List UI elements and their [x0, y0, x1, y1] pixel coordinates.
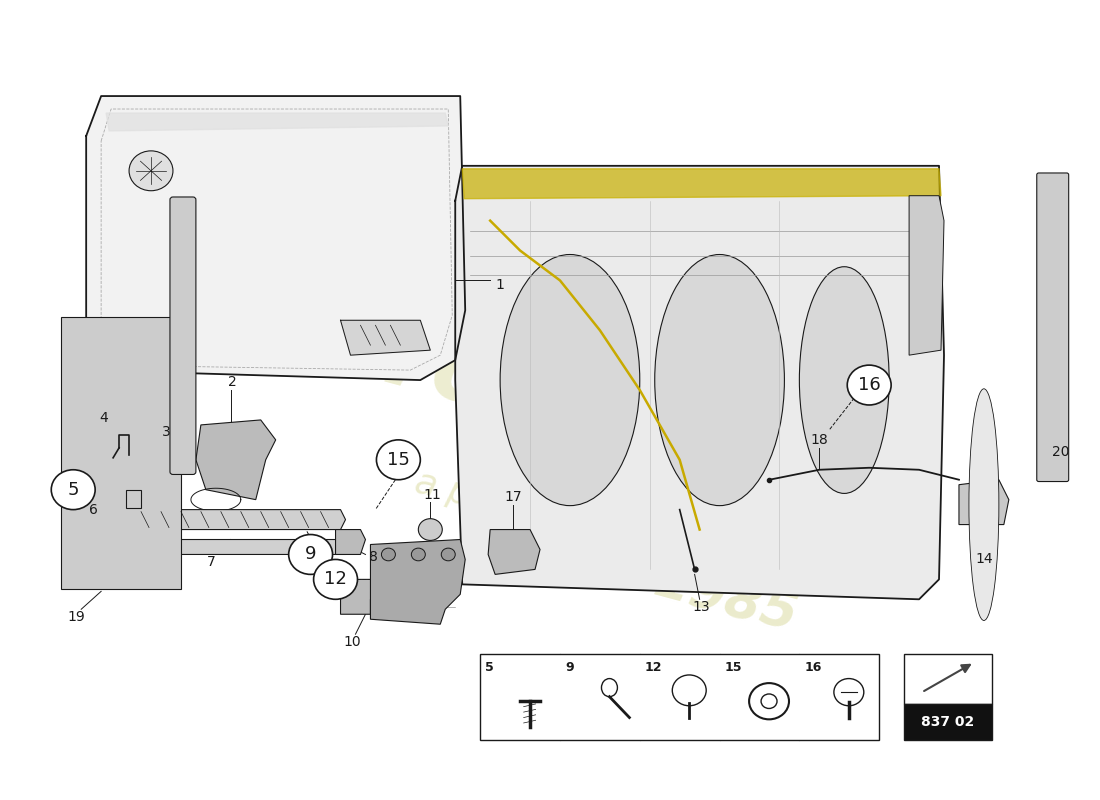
Polygon shape [455, 166, 944, 599]
Polygon shape [488, 530, 540, 574]
Text: 14: 14 [975, 553, 992, 566]
Text: 11: 11 [424, 488, 441, 502]
Text: 4: 4 [100, 411, 109, 425]
Circle shape [749, 683, 789, 719]
Polygon shape [909, 196, 944, 355]
Polygon shape [959, 480, 1009, 525]
Text: 2: 2 [229, 375, 238, 389]
Polygon shape [106, 113, 449, 131]
FancyBboxPatch shape [170, 197, 196, 474]
Text: 15: 15 [725, 661, 742, 674]
Text: 17: 17 [504, 490, 521, 504]
Polygon shape [126, 490, 141, 508]
Circle shape [376, 440, 420, 480]
Text: 15: 15 [387, 450, 410, 469]
Text: 16: 16 [858, 376, 881, 394]
Circle shape [314, 559, 358, 599]
FancyBboxPatch shape [1037, 173, 1069, 482]
Text: 1: 1 [496, 278, 505, 292]
Circle shape [382, 548, 395, 561]
Circle shape [672, 675, 706, 706]
FancyBboxPatch shape [904, 703, 992, 740]
Polygon shape [126, 510, 345, 530]
Text: eurospares: eurospares [250, 278, 850, 522]
Polygon shape [196, 420, 276, 500]
Text: 9: 9 [565, 661, 573, 674]
Text: 19: 19 [67, 610, 85, 624]
Text: 20: 20 [1052, 445, 1069, 459]
Ellipse shape [602, 678, 617, 697]
Circle shape [418, 518, 442, 541]
Text: 10: 10 [343, 635, 361, 649]
Text: 9: 9 [305, 546, 317, 563]
Polygon shape [86, 96, 465, 380]
Circle shape [52, 470, 96, 510]
Polygon shape [336, 530, 365, 554]
Polygon shape [341, 320, 430, 355]
Ellipse shape [500, 254, 640, 506]
FancyBboxPatch shape [904, 654, 992, 703]
Text: 12: 12 [324, 570, 346, 588]
Polygon shape [462, 169, 940, 198]
Circle shape [129, 151, 173, 190]
FancyBboxPatch shape [481, 654, 879, 740]
Text: 5: 5 [485, 661, 494, 674]
Text: 1985: 1985 [648, 555, 803, 643]
Polygon shape [341, 579, 400, 614]
Text: 7: 7 [207, 555, 216, 570]
Text: 16: 16 [804, 661, 822, 674]
Circle shape [761, 694, 777, 709]
FancyBboxPatch shape [62, 318, 180, 590]
Text: 837 02: 837 02 [922, 714, 975, 729]
Circle shape [834, 678, 864, 706]
Circle shape [441, 548, 455, 561]
Text: 8: 8 [368, 550, 378, 565]
Text: 6: 6 [89, 502, 98, 517]
Text: 18: 18 [811, 433, 828, 447]
Text: a passion for: a passion for [411, 465, 645, 558]
Ellipse shape [800, 266, 889, 494]
Text: 13: 13 [693, 600, 711, 614]
Circle shape [847, 365, 891, 405]
Ellipse shape [654, 254, 784, 506]
Circle shape [288, 534, 332, 574]
Polygon shape [371, 539, 465, 624]
Ellipse shape [969, 389, 999, 621]
Circle shape [411, 548, 426, 561]
Text: 5: 5 [67, 481, 79, 498]
Polygon shape [156, 539, 345, 554]
Text: 12: 12 [645, 661, 662, 674]
Text: 3: 3 [162, 425, 170, 439]
